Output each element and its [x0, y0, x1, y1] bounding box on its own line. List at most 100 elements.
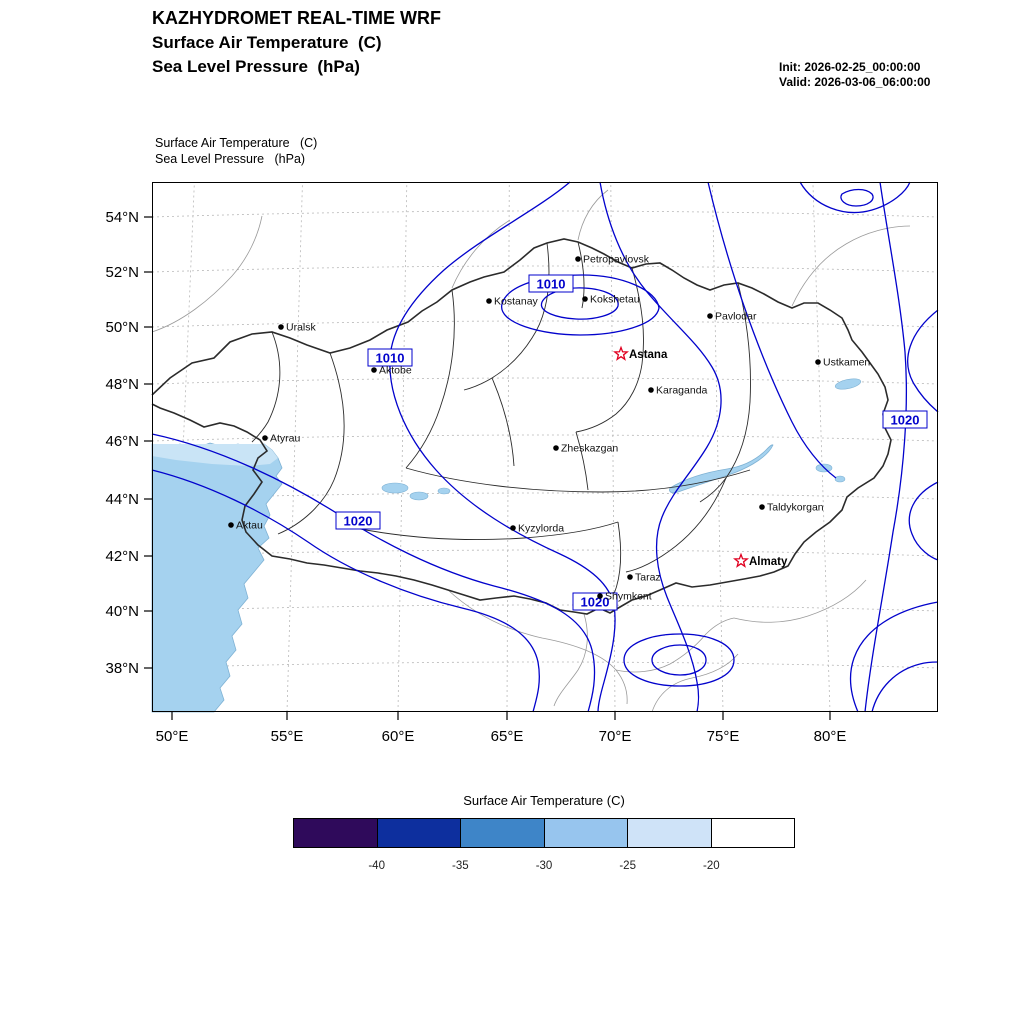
- colorbar-segment: [711, 819, 794, 847]
- isobar-label-box: [882, 410, 928, 429]
- colorbar-tick-label: -35: [452, 860, 469, 872]
- graticule-parallel: [151, 265, 939, 273]
- lake-zaysan: [834, 378, 862, 390]
- border-line: [733, 579, 867, 623]
- city-label: Kostanay: [494, 296, 539, 308]
- city-dot-icon: [371, 367, 377, 373]
- colorbar-segment: [377, 819, 461, 847]
- isobar-line: [908, 481, 939, 561]
- oblast-borders: [251, 241, 751, 595]
- border-line: [349, 521, 619, 540]
- border-line: [651, 653, 739, 713]
- isobars: [151, 181, 939, 713]
- isobar-line: [651, 644, 707, 676]
- graticule-meridian: [812, 181, 831, 713]
- x-axis-label: 60°E: [382, 728, 415, 745]
- colorbar-segment: [544, 819, 628, 847]
- isobar-label: 1020: [891, 413, 920, 428]
- y-axis-label: 40°N: [105, 603, 139, 620]
- city-dot-icon: [278, 324, 284, 330]
- field-label-pressure: Sea Level Pressure (hPa): [155, 152, 306, 166]
- x-axis-label: 75°E: [707, 728, 740, 745]
- page-title: KAZHYDROMET REAL-TIME WRF: [152, 8, 441, 28]
- colorbar-title: Surface Air Temperature (C): [463, 793, 625, 808]
- isobar-line: [389, 181, 616, 713]
- city-dot-icon: [597, 593, 603, 599]
- lake-alakol-2: [834, 475, 846, 483]
- city-label: Uralsk: [286, 322, 317, 334]
- city-label: Astana: [629, 349, 668, 361]
- isobar-label-box: [572, 592, 618, 611]
- graticule-parallel: [151, 661, 939, 669]
- page-header: KAZHYDROMET REAL-TIME WRF Surface Air Te…: [152, 6, 441, 79]
- map-axes: 54°N 52°N 50°N 48°N 46°N 44°N 42°N 40°N 38°N 50°E…: [105, 209, 846, 745]
- y-axis-label: 50°N: [105, 319, 139, 336]
- border-line: [451, 219, 511, 289]
- graticule-parallel: [151, 377, 939, 385]
- colorbar-tick-label: -25: [619, 860, 636, 872]
- isobar-label-box: [335, 511, 381, 530]
- city-dot-icon: [815, 359, 821, 365]
- colorbar-tick-label: -20: [703, 860, 720, 872]
- graticule-meridian: [397, 181, 408, 713]
- city-label: Zheskazgan: [561, 443, 618, 455]
- isobar-line: [151, 433, 596, 713]
- y-axis-label: 46°N: [105, 433, 139, 450]
- y-axis-label: 44°N: [105, 491, 139, 508]
- city-label: Kokshetau: [590, 294, 640, 306]
- graticule-meridian: [286, 181, 303, 713]
- field-label-temperature: Surface Air Temperature (C): [155, 136, 318, 150]
- lake-small-2: [409, 491, 429, 501]
- border-line: [625, 477, 727, 573]
- city-dot-icon: [707, 313, 713, 319]
- plot-field-labels: Surface Air Temperature (C) Sea Level Pr…: [155, 135, 317, 167]
- city-label: Petropavlovsk: [583, 254, 650, 266]
- page-subtitle-temperature: Surface Air Temperature (C): [152, 33, 382, 52]
- kazakhstan-borders: [151, 238, 892, 615]
- caspian-sea-shallow: [152, 444, 278, 466]
- city-dot-icon: [486, 298, 492, 304]
- city-label: Almaty: [749, 556, 788, 568]
- city-dot-icon: [627, 574, 633, 580]
- graticule-parallel: [151, 604, 939, 612]
- x-axis-label: 70°E: [599, 728, 632, 745]
- isobar-label-box: [528, 274, 574, 293]
- neighbor-country-borders: [151, 189, 911, 713]
- isobar-line: [151, 469, 540, 713]
- y-axis-label: 38°N: [105, 660, 139, 677]
- map-frame: [152, 182, 938, 712]
- city-dot-icon: [648, 387, 654, 393]
- kazakhstan-border: [151, 238, 892, 615]
- init-time: Init: 2026-02-25_00:00:00: [779, 60, 921, 74]
- weather-map: 1010 1010 1020 1020 1020 Petropavlovsk Kostan…: [105, 181, 939, 745]
- y-axis-label: 42°N: [105, 548, 139, 565]
- city-label: Pavlodar: [715, 311, 757, 323]
- colorbar-segment: [294, 819, 378, 847]
- colorbar-tick-label: -40: [368, 860, 385, 872]
- border-line: [791, 225, 911, 307]
- isobar-line: [599, 181, 722, 713]
- border-line: [615, 617, 735, 673]
- colorbar-segment: [461, 819, 545, 847]
- y-axis-label: 48°N: [105, 376, 139, 393]
- x-axis-label: 50°E: [156, 728, 189, 745]
- city-label: Karaganda: [656, 385, 708, 397]
- city-label: Aktau: [236, 520, 263, 532]
- border-line: [277, 352, 345, 535]
- x-axis-label: 80°E: [814, 728, 847, 745]
- city-dot-icon: [262, 435, 268, 441]
- city-label: Shymkent: [605, 591, 652, 603]
- capital-star-icon: [613, 345, 629, 361]
- border-line: [491, 377, 515, 467]
- border-line: [447, 589, 628, 705]
- city-label: Kyzylorda: [518, 523, 564, 535]
- border-line: [405, 467, 751, 493]
- isobar-labels: 1010 1010 1020 1020 1020: [335, 274, 928, 611]
- x-axis-label: 65°E: [491, 728, 524, 745]
- city-dot-icon: [759, 504, 765, 510]
- city-label: Taldykorgan: [767, 502, 824, 514]
- x-axis-label: 55°E: [271, 728, 304, 745]
- graticule-parallel: [151, 210, 939, 218]
- city-markers: Petropavlovsk Kostanay Kokshetau Pavlodar Ur…: [228, 254, 870, 603]
- capital-star-icon: [733, 552, 749, 568]
